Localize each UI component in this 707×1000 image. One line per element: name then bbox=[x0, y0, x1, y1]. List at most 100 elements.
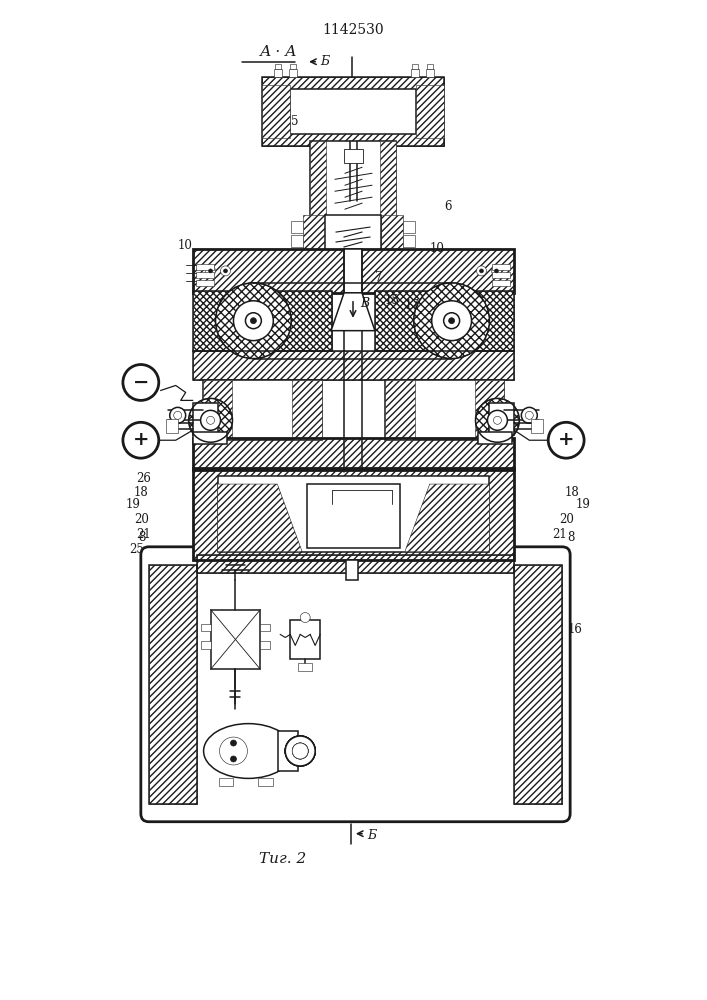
Bar bbox=[192, 468, 515, 560]
Circle shape bbox=[170, 407, 186, 423]
Bar bbox=[310, 141, 326, 221]
Bar bbox=[218, 476, 489, 552]
Circle shape bbox=[174, 411, 182, 419]
Circle shape bbox=[220, 737, 247, 765]
Bar bbox=[515, 565, 562, 804]
FancyBboxPatch shape bbox=[141, 547, 570, 822]
Text: +: + bbox=[558, 431, 574, 449]
Bar bbox=[196, 272, 214, 278]
Bar bbox=[279, 731, 298, 771]
Bar bbox=[148, 565, 197, 804]
Circle shape bbox=[521, 407, 537, 423]
Text: 19: 19 bbox=[126, 498, 141, 511]
Bar bbox=[307, 484, 400, 548]
Circle shape bbox=[491, 266, 501, 276]
Bar bbox=[474, 380, 504, 440]
Circle shape bbox=[292, 743, 308, 759]
Bar bbox=[192, 432, 228, 444]
Text: Б: Б bbox=[320, 55, 329, 68]
Circle shape bbox=[285, 736, 315, 766]
Circle shape bbox=[201, 410, 221, 430]
Text: 20: 20 bbox=[559, 513, 574, 526]
Text: 21: 21 bbox=[136, 528, 151, 541]
Text: −: − bbox=[133, 373, 149, 391]
Bar bbox=[411, 69, 419, 77]
Circle shape bbox=[189, 398, 233, 442]
Circle shape bbox=[123, 365, 159, 400]
Circle shape bbox=[206, 416, 214, 424]
Circle shape bbox=[285, 736, 315, 766]
Circle shape bbox=[209, 269, 213, 273]
Circle shape bbox=[432, 301, 472, 341]
Text: 10: 10 bbox=[430, 242, 445, 255]
Bar bbox=[403, 221, 415, 233]
Circle shape bbox=[476, 398, 520, 442]
Bar bbox=[291, 235, 303, 247]
Circle shape bbox=[285, 736, 315, 766]
Bar bbox=[262, 77, 444, 146]
Bar bbox=[258, 778, 274, 786]
Text: В: В bbox=[361, 297, 370, 310]
Bar bbox=[298, 663, 312, 671]
Bar bbox=[411, 64, 418, 69]
Text: 8: 8 bbox=[139, 531, 146, 544]
Text: 8: 8 bbox=[567, 531, 575, 544]
Circle shape bbox=[123, 422, 159, 458]
Bar bbox=[262, 85, 291, 138]
Bar bbox=[291, 620, 320, 659]
Bar bbox=[375, 291, 515, 351]
Bar bbox=[493, 272, 510, 278]
Text: 10: 10 bbox=[177, 239, 192, 252]
Bar bbox=[303, 215, 325, 253]
Bar bbox=[274, 69, 282, 77]
Circle shape bbox=[233, 301, 274, 341]
Bar bbox=[211, 610, 260, 669]
Bar bbox=[165, 419, 177, 433]
Bar bbox=[515, 565, 562, 804]
Circle shape bbox=[477, 266, 486, 276]
Text: 5: 5 bbox=[291, 115, 298, 128]
Bar bbox=[325, 215, 381, 253]
Circle shape bbox=[525, 411, 533, 419]
Bar bbox=[344, 249, 362, 293]
Circle shape bbox=[285, 736, 315, 766]
Bar bbox=[493, 264, 510, 270]
Text: 7: 7 bbox=[375, 271, 383, 284]
Bar bbox=[197, 555, 515, 573]
Polygon shape bbox=[218, 484, 302, 552]
Circle shape bbox=[444, 313, 460, 329]
Bar bbox=[196, 280, 214, 286]
Circle shape bbox=[221, 266, 230, 276]
Bar bbox=[196, 264, 214, 270]
Text: 17: 17 bbox=[405, 299, 420, 312]
Circle shape bbox=[292, 743, 308, 759]
Text: 1142530: 1142530 bbox=[322, 23, 384, 37]
Bar bbox=[201, 624, 211, 631]
Text: 18: 18 bbox=[564, 486, 579, 499]
Bar bbox=[203, 380, 322, 440]
Bar bbox=[477, 432, 513, 444]
Circle shape bbox=[493, 416, 501, 424]
Circle shape bbox=[494, 269, 498, 273]
Circle shape bbox=[414, 283, 489, 359]
Circle shape bbox=[230, 740, 236, 746]
Bar bbox=[291, 89, 416, 134]
Circle shape bbox=[285, 736, 315, 766]
Text: Τиг. 2: Τиг. 2 bbox=[259, 852, 306, 866]
Text: А · А: А · А bbox=[259, 45, 297, 59]
Bar bbox=[493, 280, 510, 286]
Text: 15: 15 bbox=[385, 294, 400, 307]
Bar bbox=[416, 85, 444, 138]
Text: 25: 25 bbox=[129, 543, 144, 556]
Circle shape bbox=[300, 613, 310, 623]
Circle shape bbox=[250, 318, 257, 324]
Bar bbox=[385, 380, 504, 440]
Bar bbox=[344, 149, 363, 163]
Bar bbox=[262, 77, 444, 146]
Bar bbox=[275, 64, 281, 69]
Bar bbox=[192, 291, 332, 351]
Bar bbox=[192, 468, 515, 560]
Text: 19: 19 bbox=[575, 498, 590, 511]
Bar bbox=[192, 438, 515, 470]
Bar bbox=[192, 249, 515, 293]
